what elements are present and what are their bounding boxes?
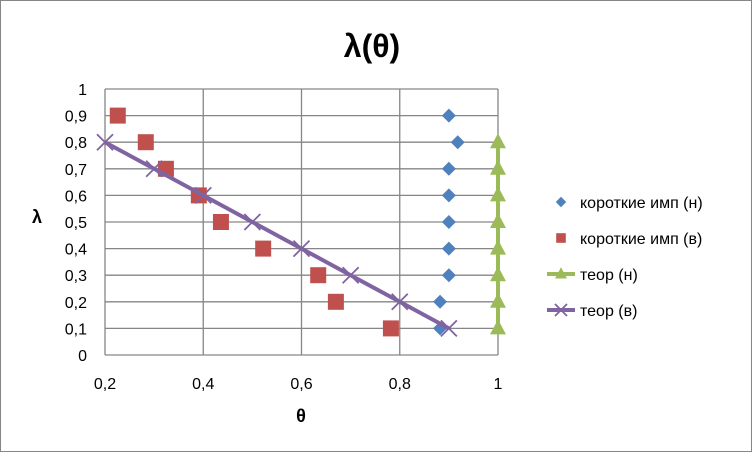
diamond-marker [441, 108, 456, 123]
x-marker [292, 239, 311, 258]
diamond-marker [441, 241, 456, 256]
x-marker-stroke [391, 293, 409, 311]
x-tick-label: 0,8 [389, 376, 411, 393]
legend: короткие имп (н) короткие имп (в) теор (н)… [547, 195, 703, 320]
y-tick-label: 0,5 [65, 215, 87, 232]
series-0 [433, 108, 465, 336]
triangle-marker [490, 319, 506, 335]
x-marker-stroke [243, 213, 262, 231]
x-marker [554, 303, 568, 317]
y-tick-label: 0,2 [65, 295, 87, 312]
diamond-marker [555, 196, 567, 208]
triangle-marker [490, 213, 506, 228]
diamond-marker [433, 294, 448, 309]
diamond-marker [450, 135, 465, 150]
diamond-marker [441, 161, 456, 176]
y-tick-label: 0,6 [65, 188, 87, 205]
x-marker-stroke [145, 160, 163, 178]
legend-item: теор (в) [547, 303, 637, 320]
triangle-marker [490, 239, 506, 255]
series-2 [490, 133, 506, 335]
legend-item: теор (н) [547, 267, 638, 284]
y-tick-label: 1 [78, 82, 87, 99]
triangle-marker [555, 267, 567, 279]
triangle-marker [490, 159, 506, 175]
legend-item: короткие имп (в) [556, 231, 702, 248]
square-marker [212, 214, 229, 230]
x-marker-stroke [440, 319, 458, 338]
x-marker-stroke [194, 186, 212, 205]
triangle-marker [490, 186, 506, 202]
y-tick-label: 0,8 [65, 135, 87, 152]
diamond-marker [441, 188, 456, 203]
triangle-marker [490, 133, 506, 149]
y-tick-label: 0,4 [65, 242, 87, 259]
x-marker-stroke [554, 303, 568, 317]
x-tick-label: 0,6 [290, 376, 312, 393]
y-axis-label: λ [32, 207, 42, 227]
series-3 [96, 133, 458, 338]
x-tick-label: 0,2 [94, 376, 116, 393]
series-1 [109, 107, 399, 337]
x-marker [341, 266, 360, 284]
square-marker [382, 320, 399, 337]
x-marker-stroke [292, 239, 311, 258]
square-marker [327, 293, 344, 310]
square-marker [137, 134, 154, 151]
diamond-marker [441, 268, 456, 283]
triangle-marker [490, 266, 506, 282]
legend-label: теор (н) [580, 267, 638, 284]
legend-label: короткие имп (н) [580, 195, 703, 212]
legend-label: короткие имп (в) [580, 231, 702, 248]
legend-label: теор (в) [580, 303, 637, 320]
grid [104, 88, 499, 356]
x-tick-label: 1 [494, 376, 503, 393]
square-marker [310, 267, 327, 284]
triangle-marker [490, 292, 506, 308]
series-layer [96, 107, 506, 338]
x-axis-label: θ [296, 406, 306, 426]
square-marker [255, 240, 272, 257]
y-tick-label: 0,7 [65, 162, 87, 179]
x-marker [243, 213, 262, 231]
square-marker [109, 107, 126, 124]
series-line [104, 140, 450, 331]
x-marker-stroke [96, 133, 114, 151]
y-tick-label: 0,1 [65, 321, 87, 338]
y-tick-label: 0 [78, 348, 87, 365]
diamond-marker [441, 215, 456, 229]
x-marker [145, 160, 163, 178]
x-tick-label: 0,4 [192, 376, 214, 393]
x-marker [96, 133, 114, 151]
tick-labels: 0 0,1 0,2 0,3 0,4 0,5 0,6 0,7 0,8 0,9 1 0,2 0,4 0,6 0,… [65, 82, 503, 393]
legend-item: короткие имп (н) [555, 195, 703, 212]
y-tick-label: 0,3 [65, 268, 87, 285]
x-marker [194, 186, 212, 205]
y-tick-label: 0,9 [65, 109, 87, 126]
square-marker [556, 233, 566, 243]
x-marker [440, 319, 458, 338]
x-marker [391, 293, 409, 311]
chart-title: λ(θ) [344, 28, 400, 64]
x-marker-stroke [341, 266, 360, 284]
